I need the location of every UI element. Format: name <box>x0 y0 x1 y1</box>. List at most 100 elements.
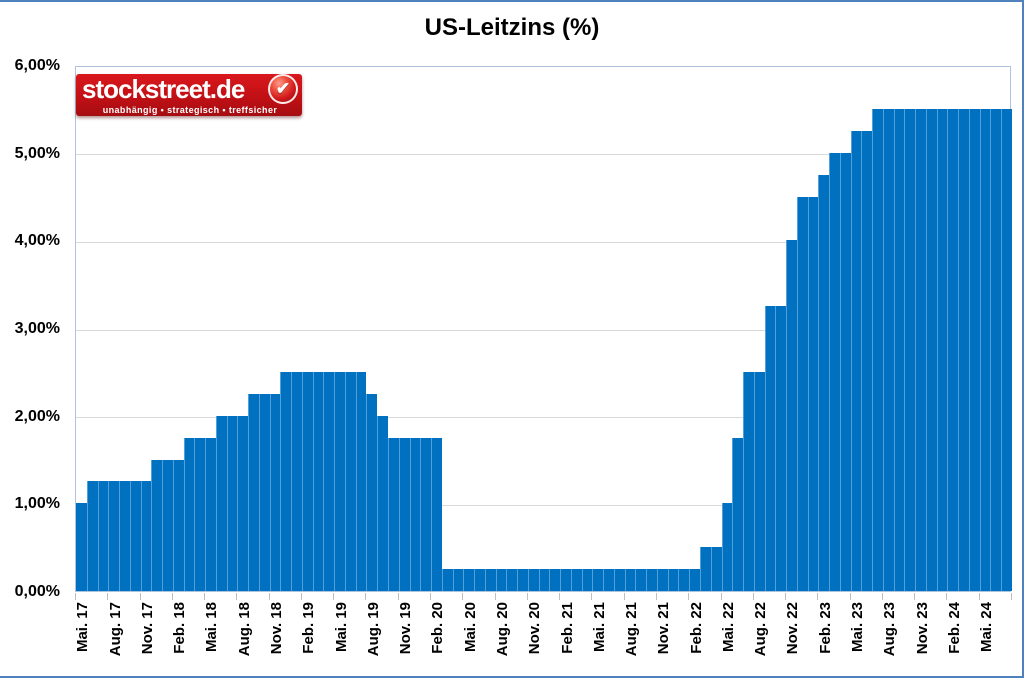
bar <box>356 371 366 591</box>
bar <box>990 108 1001 591</box>
bar <box>323 371 334 591</box>
x-axis-tick <box>75 593 76 600</box>
bar <box>388 437 399 591</box>
x-axis-tick <box>688 593 689 600</box>
x-axis-label: Mai. 21 <box>590 602 608 653</box>
x-axis-tick <box>462 593 463 600</box>
bar <box>184 437 194 591</box>
x-axis-label: Mai. 23 <box>849 602 866 653</box>
bar <box>98 481 108 591</box>
y-axis-label: 2,00% <box>14 407 60 425</box>
x-axis-tick <box>527 593 528 600</box>
x-axis-label: Aug. 18 <box>235 602 253 657</box>
bar <box>334 371 345 591</box>
bar <box>603 569 614 591</box>
x-axis-label: Mai. 17 <box>74 602 92 653</box>
x-axis-label: Nov. 22 <box>784 602 802 655</box>
x-axis-label: Feb. 23 <box>816 602 834 654</box>
x-axis-tick <box>914 593 915 600</box>
bar <box>87 481 98 591</box>
x-axis-label: Nov. 20 <box>526 602 544 655</box>
x-axis-tick <box>430 593 431 600</box>
bar <box>173 459 184 591</box>
x-axis-label: Mai. 24 <box>978 602 996 653</box>
x-axis-label: Feb. 21 <box>558 602 576 654</box>
x-axis-label: Aug. 22 <box>752 602 770 657</box>
check-icon: ✔ <box>268 74 298 104</box>
bar <box>313 371 323 591</box>
logo-tagline: unabhängig • strategisch • treffsicher <box>102 105 278 115</box>
x-axis-tick <box>559 593 560 600</box>
bar <box>635 569 646 591</box>
x-axis-label: Nov. 17 <box>138 602 156 655</box>
x-axis-label: Feb. 22 <box>687 602 705 654</box>
x-axis-label: Nov. 21 <box>655 602 673 655</box>
bar <box>958 108 969 591</box>
bar <box>496 569 506 591</box>
bar <box>227 415 237 591</box>
bar <box>130 481 141 591</box>
x-axis-label: Aug. 19 <box>364 602 382 657</box>
x-axis-tick <box>107 593 108 600</box>
x-axis-tick <box>1011 593 1012 600</box>
bar <box>280 371 291 591</box>
x-axis-tick <box>979 593 980 600</box>
x-axis-label: Feb. 24 <box>945 602 963 654</box>
x-axis-label: Nov. 18 <box>268 602 286 655</box>
bar <box>151 459 162 591</box>
gridline <box>76 154 1010 156</box>
x-axis-tick <box>882 593 883 600</box>
bar <box>463 569 474 591</box>
bar <box>775 306 786 591</box>
logo-brand-text: stockstreet.de <box>82 74 245 104</box>
bar <box>119 481 130 591</box>
x-axis-label: Mai. 22 <box>719 602 737 653</box>
bar <box>829 152 840 591</box>
bar <box>625 569 635 591</box>
x-axis-label: Aug. 23 <box>881 602 899 657</box>
bar <box>722 503 732 591</box>
x-axis-label: Aug. 20 <box>493 602 511 657</box>
bar <box>399 437 410 591</box>
x-axis-tick <box>656 593 657 600</box>
x-axis-tick <box>365 593 366 600</box>
bar <box>528 569 539 591</box>
bar <box>614 569 625 591</box>
bar <box>431 437 442 591</box>
x-axis-tick <box>236 593 237 600</box>
bar <box>205 437 216 591</box>
bar <box>108 481 119 591</box>
x-axis-tick <box>301 593 302 600</box>
x-axis-tick <box>753 593 754 600</box>
chart-title: US-Leitzins (%) <box>424 14 600 41</box>
bar <box>453 569 463 591</box>
x-axis-tick <box>204 593 205 600</box>
chart-border-right <box>1022 0 1024 678</box>
bar <box>765 306 775 591</box>
bar <box>141 481 151 591</box>
x-axis-tick <box>333 593 334 600</box>
bar <box>894 108 904 591</box>
bar <box>700 547 711 591</box>
bar <box>711 547 722 591</box>
bar <box>689 569 700 591</box>
x-axis-tick <box>495 593 496 600</box>
x-axis-tick <box>946 593 947 600</box>
bar <box>259 393 270 591</box>
plot-area <box>75 66 1012 592</box>
bar <box>980 108 990 591</box>
x-axis-tick <box>850 593 851 600</box>
bar <box>592 569 603 591</box>
y-axis-label: 1,00% <box>14 495 60 513</box>
stockstreet-logo: stockstreet.de ✔ unabhängig • strategisc… <box>76 74 302 116</box>
bar <box>678 569 689 591</box>
gridline <box>76 504 1010 506</box>
bar <box>915 108 926 591</box>
bar <box>1001 108 1012 591</box>
bar <box>410 437 420 591</box>
bar <box>194 437 205 591</box>
bar <box>808 196 818 591</box>
bar <box>786 240 797 591</box>
bars <box>76 67 1012 591</box>
